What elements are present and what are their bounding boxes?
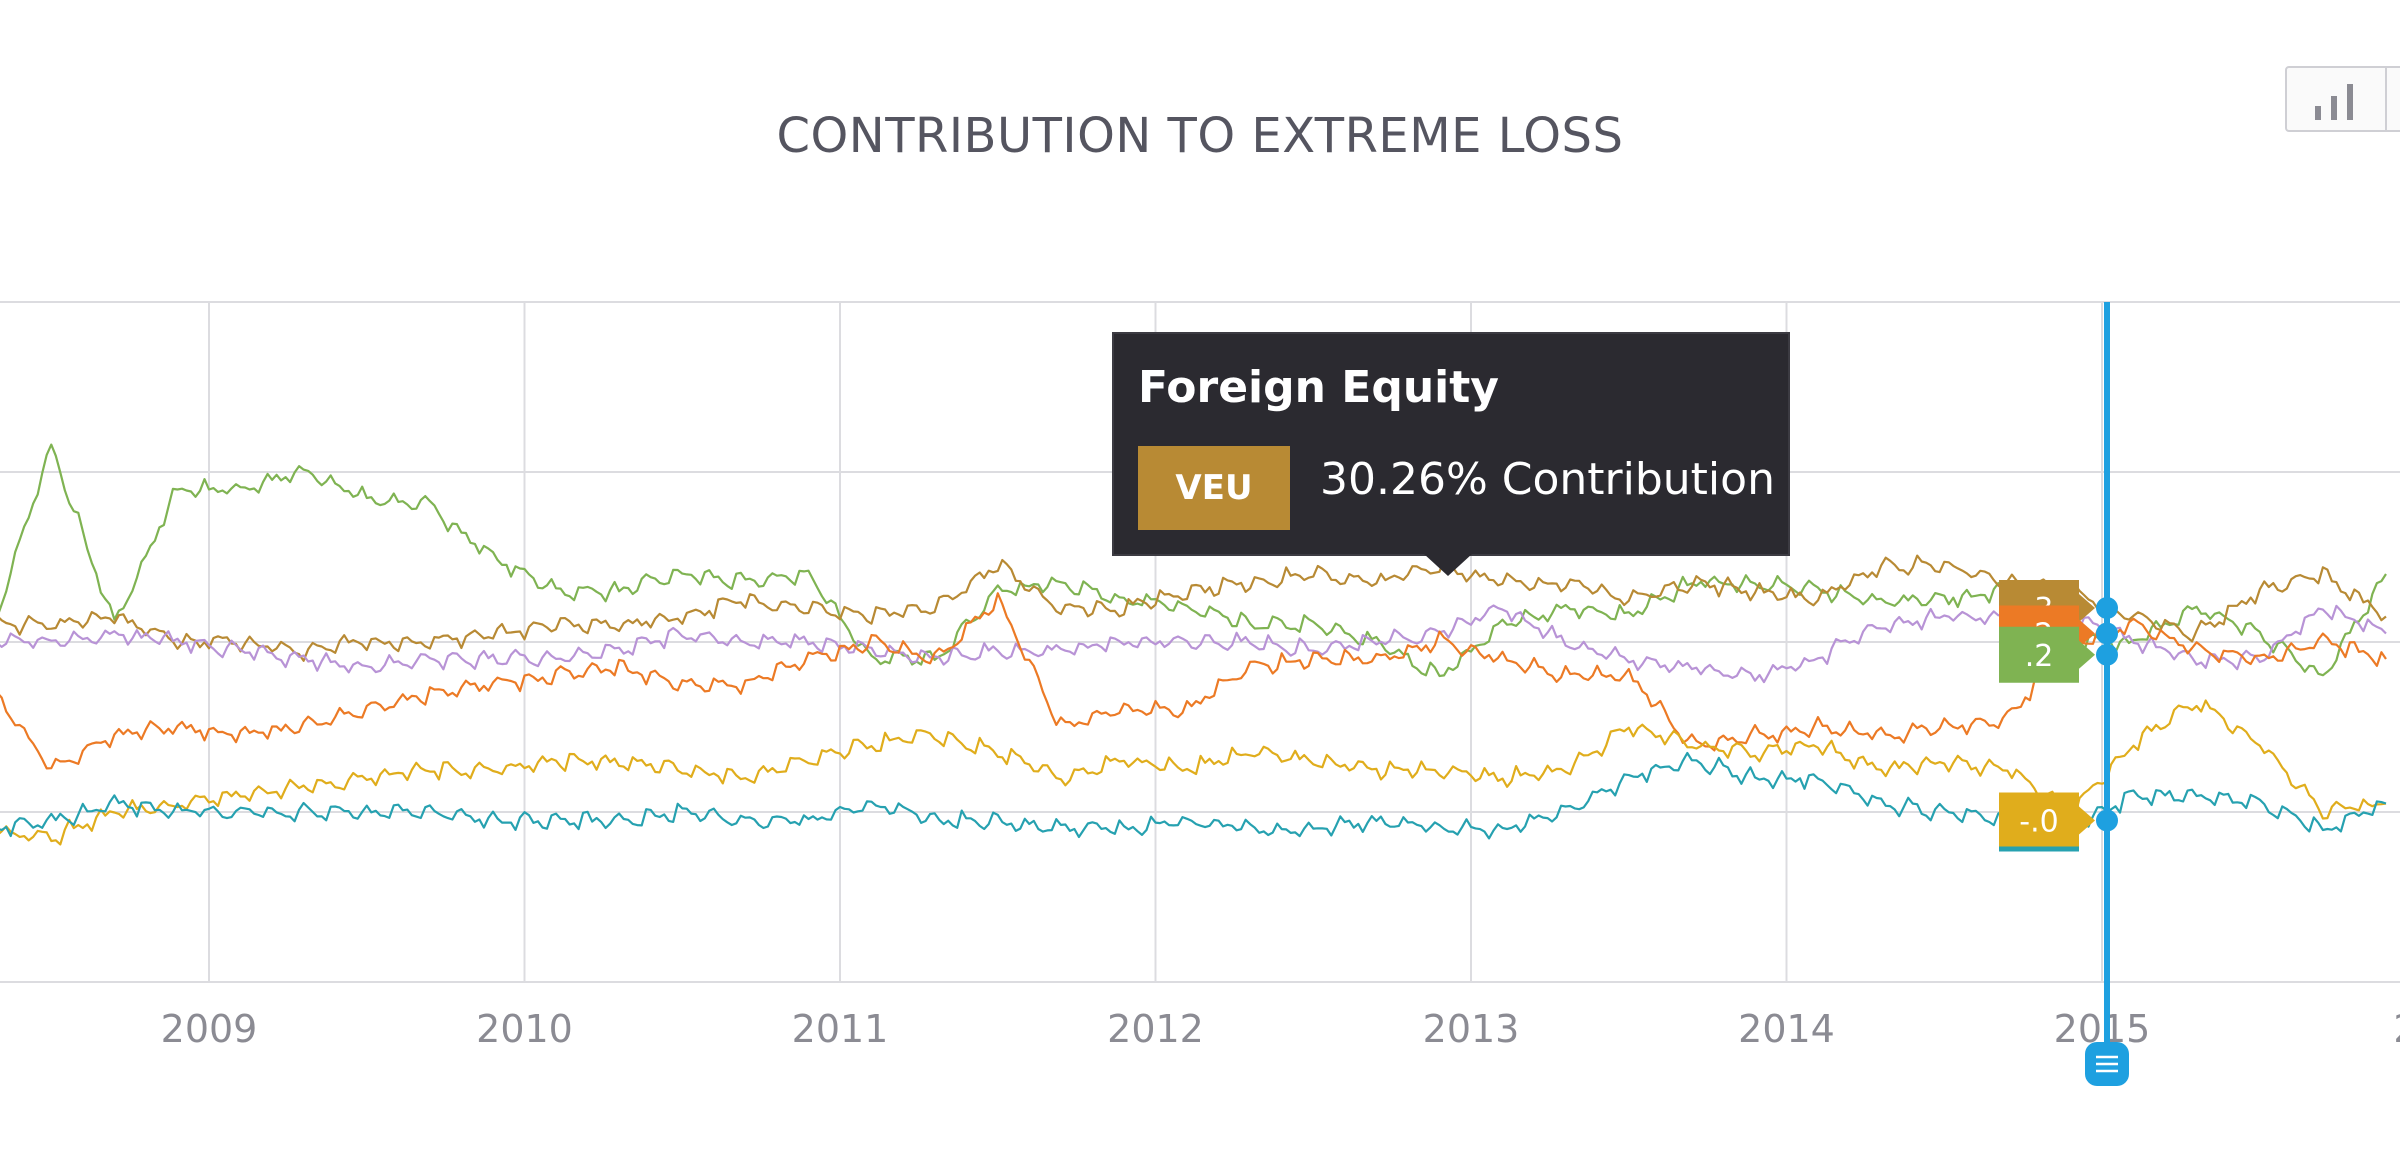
cursor-value-tag [1999,792,2079,849]
cursor-point-marker [2096,597,2118,619]
tooltip-pointer [1424,554,1472,576]
cursor-point-marker [2096,809,2118,832]
series-line [0,554,2387,662]
x-tick-label: 20 [2393,1007,2400,1051]
tooltip-title: Foreign Equity [1138,362,1499,413]
tooltip: Foreign Equity VEU 30.26% Contribution [1112,332,1790,556]
cursor-value-tag [1999,626,2079,683]
cursor-value-tag-pointer [2079,640,2095,669]
x-tick-label: 2012 [1107,1007,1204,1051]
series-line [0,592,2387,770]
toggle-divider [2385,68,2387,130]
chart-type-toggle[interactable] [2285,66,2400,132]
x-tick-label: 2013 [1423,1007,1520,1051]
cursor-value-label: -.0 [2019,805,2058,840]
cursor-point-marker [2096,622,2118,645]
cursor-point-marker [2096,643,2118,666]
cursor-value-tag-pointer [2079,806,2095,835]
x-tick-label: 2009 [161,1007,258,1051]
series-line [0,751,2387,840]
tooltip-ticker-badge: VEU [1138,446,1290,530]
tooltip-value: 30.26% Contribution [1320,454,1775,505]
series-line [0,443,2387,678]
cursor-value-tag-underline [1999,846,2079,852]
cursor-value-label: .2 [2025,639,2054,674]
x-tick-label: 2010 [476,1007,573,1051]
series-line [0,699,2387,846]
series-line [0,604,2387,684]
cursor-value-tag-pointer [2079,619,2095,648]
cursor-value-tag-pointer [2079,594,2095,622]
bar-chart-icon[interactable] [2287,68,2383,130]
x-tick-label: 2014 [1738,1007,1835,1051]
chart-title: CONTRIBUTION TO EXTREME LOSS [776,108,1624,164]
x-tick-label: 2011 [792,1007,889,1051]
